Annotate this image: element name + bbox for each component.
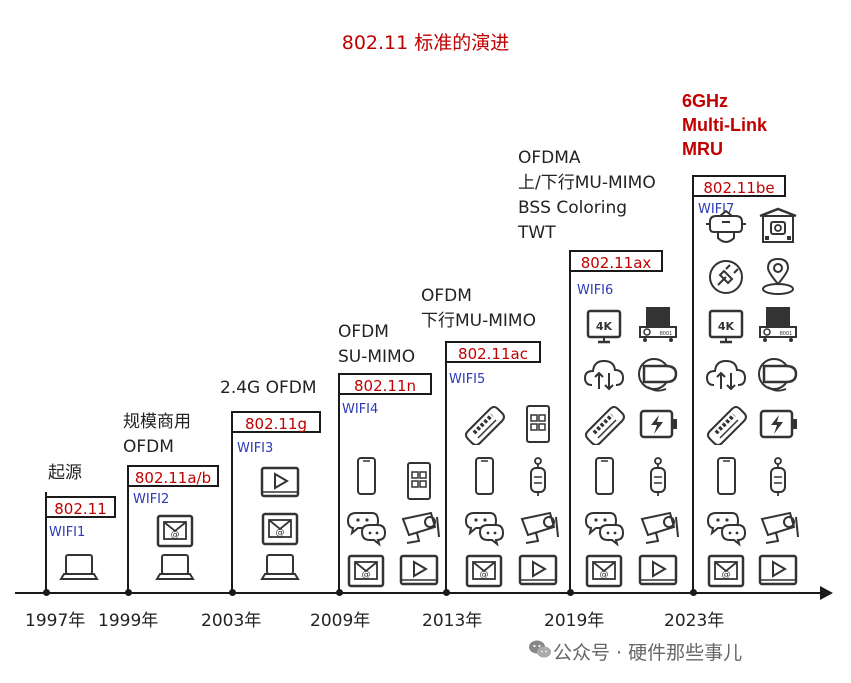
mail-icon [462, 550, 506, 592]
phone-icon [582, 455, 626, 497]
mail-icon [258, 508, 302, 550]
pos-icon [582, 403, 626, 445]
camera-icon [516, 507, 560, 549]
timeline-dot [443, 589, 450, 596]
chat-icon [462, 507, 506, 549]
timeline-line-wifi5 [445, 341, 447, 593]
wifi-label-1: WIFI1 [49, 525, 86, 540]
year-label: 2023年 [664, 611, 725, 631]
year-label: 2019年 [544, 611, 605, 631]
timeline-line-wifi1 [45, 492, 47, 593]
battery-icon [636, 403, 680, 445]
timeline-line-wifi3 [231, 411, 233, 593]
wifi-label-7: WIFI7 [698, 202, 735, 217]
pos-icon [462, 403, 506, 445]
tablet-icon [397, 460, 441, 502]
vr-icon [756, 353, 800, 395]
features-wifi2: 规模商用 OFDM [123, 412, 191, 457]
wifi-label-4: WIFI4 [342, 402, 379, 417]
timeline-dot [125, 589, 132, 596]
robot-icon [704, 208, 748, 250]
mail-icon [153, 510, 197, 552]
vehicle-icon [636, 455, 680, 497]
video-icon [636, 550, 680, 592]
cloud-icon [704, 353, 748, 395]
battery-icon [756, 403, 800, 445]
wechat-icon [529, 640, 551, 658]
plug-icon [704, 256, 748, 298]
standard-box-wifi2: 802.11a/b [127, 465, 219, 487]
phone-icon [462, 455, 506, 497]
standard-box-wifi4: 802.11n [338, 373, 432, 395]
wifi-label-5: WIFI5 [449, 372, 486, 387]
video-icon [516, 550, 560, 592]
timeline-dot [43, 589, 50, 596]
timeline-axis [15, 592, 823, 594]
camera-icon [636, 507, 680, 549]
chat-icon [344, 507, 388, 549]
timeline-dot [690, 589, 697, 596]
year-label: 2003年 [201, 611, 262, 631]
box-icon [636, 303, 680, 345]
diagram-title: 802.11 标准的演进 [341, 32, 510, 54]
video-icon [756, 550, 800, 592]
year-label: 2009年 [310, 611, 371, 631]
chat-icon [582, 507, 626, 549]
features-wifi1: 起源 [48, 463, 82, 483]
standard-box-wifi1: 802.11 [45, 496, 116, 518]
wifi-label-2: WIFI2 [133, 492, 170, 507]
year-label: 1997年 [25, 611, 86, 631]
timeline-dot [336, 589, 343, 596]
vehicle-icon [516, 455, 560, 497]
tablet-icon [516, 403, 560, 445]
laptop-icon [258, 548, 302, 590]
box-icon [756, 303, 800, 345]
video-icon [258, 462, 302, 504]
year-label: 1999年 [98, 611, 159, 631]
wifi-label-3: WIFI3 [237, 441, 274, 456]
cloud-icon [582, 353, 626, 395]
timeline-line-wifi2 [127, 465, 129, 593]
features-wifi7: 6GHz Multi-Link MRU [682, 91, 767, 159]
video-icon [397, 550, 441, 592]
year-label: 2013年 [422, 611, 483, 631]
watermark-text: 公众号 · 硬件那些事儿 [553, 642, 743, 664]
features-wifi6: OFDMA 上/下行MU-MIMO BSS Coloring TWT [518, 148, 656, 243]
timeline-line-wifi4 [338, 373, 340, 593]
location-icon [756, 256, 800, 298]
phone-icon [704, 455, 748, 497]
laptop-icon [153, 548, 197, 590]
features-wifi5: OFDM 下行MU-MIMO [421, 286, 536, 331]
laptop-icon [57, 548, 101, 590]
vehicle-icon [756, 455, 800, 497]
timeline-line-wifi7 [692, 175, 694, 593]
timeline-dot [567, 589, 574, 596]
standard-box-wifi6: 802.11ax [569, 250, 663, 272]
mail-icon [344, 550, 388, 592]
tv-4k-icon [582, 305, 626, 347]
camera-icon [756, 507, 800, 549]
features-wifi3: 2.4G OFDM [220, 378, 317, 398]
chat-icon [704, 507, 748, 549]
tv-4k-icon [704, 305, 748, 347]
home-icon [756, 206, 800, 248]
mail-icon [704, 550, 748, 592]
standard-box-wifi3: 802.11g [231, 411, 321, 433]
wifi-label-6: WIFI6 [577, 283, 614, 298]
features-wifi4: OFDM SU-MIMO [338, 322, 416, 367]
timeline-line-wifi6 [569, 250, 571, 593]
mail-icon [582, 550, 626, 592]
timeline-dot [229, 589, 236, 596]
timeline-arrow [820, 586, 833, 600]
phone-icon [344, 455, 388, 497]
camera-icon [397, 507, 441, 549]
standard-box-wifi5: 802.11ac [445, 341, 541, 363]
pos-icon [704, 403, 748, 445]
standard-box-wifi7: 802.11be [692, 175, 786, 197]
vr-icon [636, 353, 680, 395]
